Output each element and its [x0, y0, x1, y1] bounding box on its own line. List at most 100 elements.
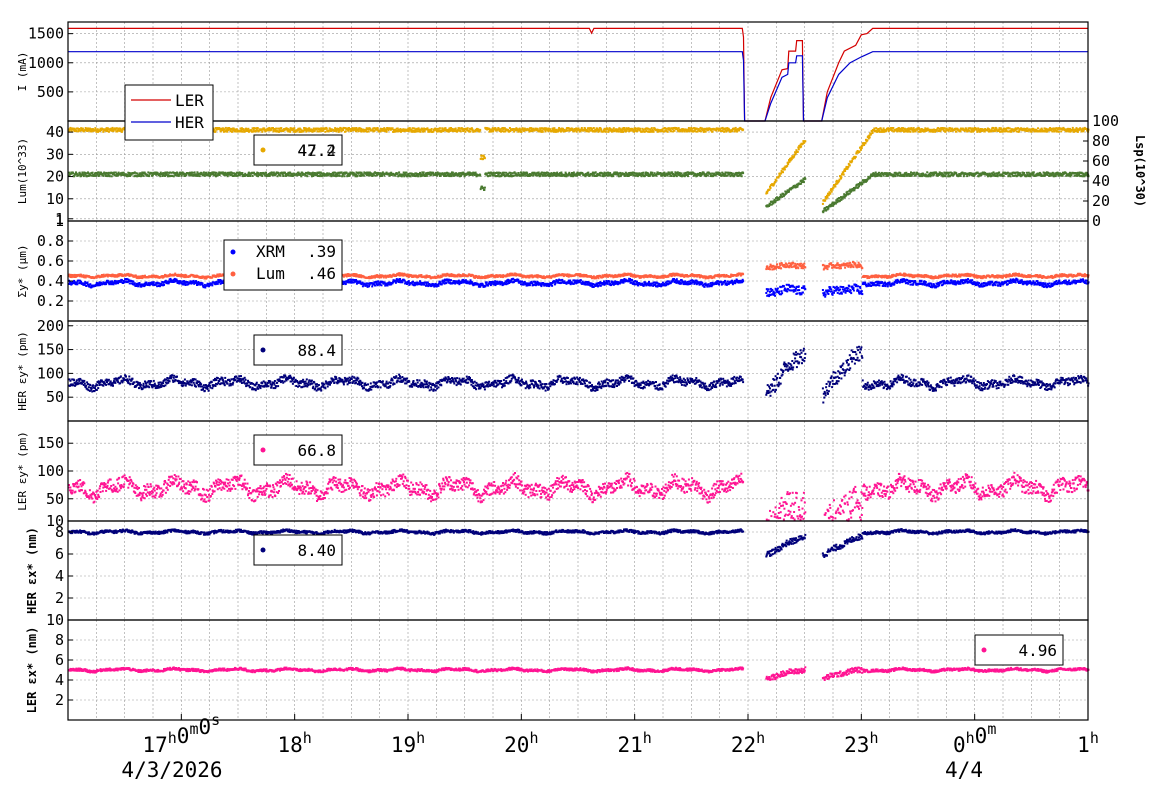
data-point: [419, 131, 421, 133]
data-point: [879, 131, 881, 133]
data-point: [215, 172, 217, 174]
data-point: [1032, 128, 1034, 130]
data-point: [960, 175, 962, 177]
data-point: [1052, 173, 1054, 175]
data-point: [1000, 128, 1002, 130]
data-point: [709, 173, 711, 175]
data-point: [846, 191, 848, 193]
data-point: [800, 146, 802, 148]
data-point: [406, 172, 408, 174]
data-point: [85, 172, 87, 174]
data-point: [1026, 172, 1028, 174]
data-point: [1060, 130, 1062, 132]
data-point: [553, 127, 555, 129]
data-point: [903, 131, 905, 133]
data-point: [719, 172, 721, 174]
data-point: [671, 175, 673, 177]
data-point: [718, 130, 720, 132]
data-point: [834, 186, 836, 188]
data-point: [798, 148, 800, 150]
data-point: [81, 172, 83, 174]
data-point: [381, 175, 383, 177]
data-point: [105, 283, 107, 285]
data-point: [277, 175, 279, 177]
data-point: [966, 175, 968, 177]
data-point: [920, 131, 922, 133]
data-point: [905, 172, 907, 174]
data-point: [339, 175, 341, 177]
data-point: [926, 171, 928, 173]
data-point: [542, 131, 544, 133]
data-point: [651, 127, 653, 129]
data-point: [192, 172, 194, 174]
data-point: [257, 127, 259, 129]
data-layer: [68, 28, 1090, 681]
data-point: [633, 131, 635, 133]
data-point: [735, 127, 737, 129]
data-point: [913, 172, 915, 174]
data-point: [85, 285, 87, 287]
data-point: [936, 130, 938, 132]
data-point: [137, 285, 139, 287]
data-point: [457, 130, 459, 132]
data-point: [479, 174, 481, 176]
data-point: [824, 200, 826, 202]
data-point: [76, 283, 78, 285]
data-point: [742, 172, 744, 174]
data-point: [778, 198, 780, 200]
data-point: [254, 128, 256, 130]
data-point: [467, 127, 469, 129]
data-point: [687, 175, 689, 177]
data-point: [368, 131, 370, 133]
data-point: [357, 130, 359, 132]
data-point: [156, 285, 158, 287]
data-point: [202, 283, 204, 285]
data-point: [599, 174, 601, 176]
data-point: [1009, 127, 1011, 129]
data-point: [143, 175, 145, 177]
data-point: [293, 127, 295, 129]
data-point: [587, 172, 589, 174]
data-point: [612, 175, 614, 177]
data-point: [345, 130, 347, 132]
data-point: [521, 131, 523, 133]
data-point: [431, 128, 433, 130]
data-point: [866, 139, 868, 141]
data-point: [891, 130, 893, 132]
data-point: [840, 176, 842, 178]
data-point: [742, 129, 744, 131]
data-point: [289, 131, 291, 133]
data-point: [784, 168, 786, 170]
data-point: [605, 131, 607, 133]
data-point: [112, 127, 114, 129]
data-point: [487, 175, 489, 177]
data-point: [72, 172, 74, 174]
data-point: [869, 136, 871, 138]
data-point: [1033, 171, 1035, 173]
data-point: [249, 175, 251, 177]
data-point: [121, 279, 123, 281]
data-point: [252, 175, 254, 177]
data-point: [203, 171, 205, 173]
data-point: [677, 171, 679, 173]
data-point: [1023, 172, 1025, 174]
data-point: [788, 190, 790, 192]
data-point: [1058, 131, 1060, 133]
data-point: [573, 172, 575, 174]
data-point: [252, 131, 254, 133]
data-point: [822, 203, 824, 205]
data-point: [843, 174, 845, 176]
data-point: [999, 131, 1001, 133]
data-point: [588, 131, 590, 133]
data-point: [738, 130, 740, 132]
scatter-series-1-0: [68, 127, 1090, 205]
data-point: [504, 131, 506, 133]
data-point: [1010, 175, 1012, 177]
data-point: [509, 172, 511, 174]
data-point: [452, 172, 454, 174]
data-point: [775, 200, 777, 202]
data-point: [426, 175, 428, 177]
data-point: [832, 189, 834, 191]
